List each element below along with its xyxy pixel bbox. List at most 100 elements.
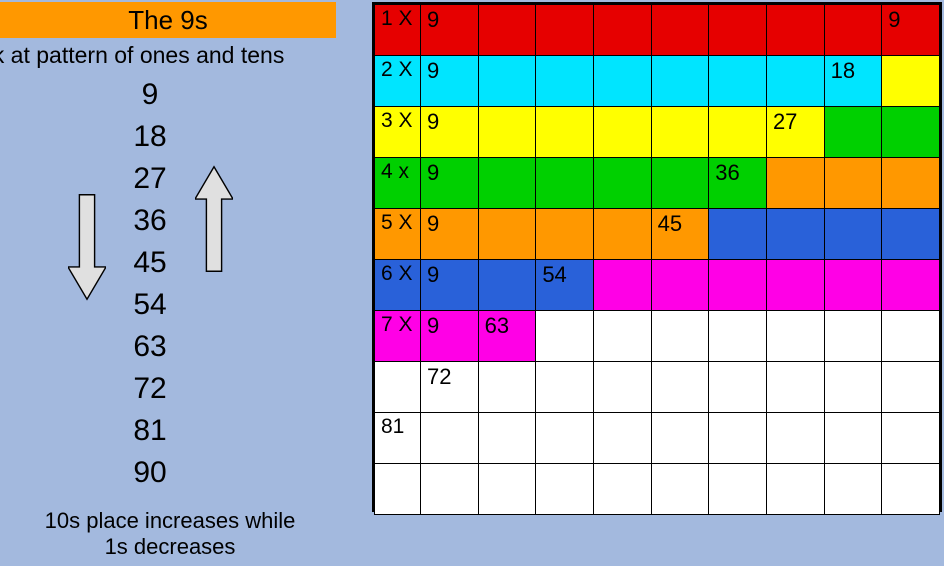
table-row: 5 X945 [375,209,940,260]
grid-cell: 9 [421,311,479,362]
grid-cell [882,107,940,158]
table-row: 6 X954 [375,260,940,311]
grid-cell [709,5,767,56]
grid-cell [824,362,882,413]
grid-cell [593,260,651,311]
grid-cell [709,209,767,260]
grid-cell [766,158,824,209]
footer-text: 10s place increases while 1s decreases [0,508,340,560]
grid-cell [478,107,536,158]
grid-cell: 7 X [375,311,421,362]
grid-cell [709,260,767,311]
grid-cell: 9 [421,56,479,107]
list-item: 54 [120,284,180,326]
grid-cell [709,311,767,362]
grid-cell [824,107,882,158]
title-banner: The 9s [0,2,336,38]
grid-cell: 63 [478,311,536,362]
grid-table: 1 X992 X9183 X9274 x9365 X9456 X9547 X96… [374,4,940,515]
grid-cell [478,56,536,107]
list-item: 81 [120,410,180,452]
grid-cell [824,209,882,260]
grid-cell: 36 [709,158,767,209]
list-item: 18 [120,116,180,158]
left-panel: The 9s ok at pattern of ones and tens 9 … [0,0,365,566]
list-item: 90 [120,452,180,494]
grid-cell: 2 X [375,56,421,107]
grid-cell [536,413,594,464]
grid-cell [824,5,882,56]
grid-cell: 81 [375,413,421,464]
grid-cell [882,209,940,260]
grid-cell [766,209,824,260]
table-row [375,464,940,515]
grid-cell [824,158,882,209]
grid-cell [536,158,594,209]
grid-cell [536,56,594,107]
grid-cell [766,311,824,362]
grid-cell: 9 [421,158,479,209]
table-row: 72 [375,362,940,413]
multiplication-grid: 1 X992 X9183 X9274 x9365 X9456 X9547 X96… [372,2,942,512]
grid-cell [709,107,767,158]
grid-cell [593,56,651,107]
grid-cell [651,158,709,209]
grid-cell: 4 x [375,158,421,209]
list-item: 72 [120,368,180,410]
grid-cell [375,362,421,413]
grid-cell [593,362,651,413]
grid-cell [766,260,824,311]
grid-cell [651,413,709,464]
grid-cell [766,56,824,107]
grid-cell [478,5,536,56]
grid-cell: 9 [421,107,479,158]
grid-cell [766,362,824,413]
grid-cell: 9 [882,5,940,56]
table-row: 1 X99 [375,5,940,56]
footer-line: 10s place increases while [0,508,340,534]
grid-cell: 6 X [375,260,421,311]
table-row: 4 x9 36 [375,158,940,209]
grid-cell [593,5,651,56]
grid-cell: 3 X [375,107,421,158]
grid-cell: 72 [421,362,479,413]
grid-cell: 9 [421,5,479,56]
list-item: 45 [120,242,180,284]
grid-cell [824,413,882,464]
grid-cell [651,260,709,311]
grid-cell [651,107,709,158]
grid-cell: 18 [824,56,882,107]
grid-cell [882,464,940,515]
grid-cell [593,464,651,515]
grid-cell [709,464,767,515]
table-row: 81 [375,413,940,464]
grid-cell [536,107,594,158]
grid-cell [882,413,940,464]
subtitle-text: ok at pattern of ones and tens [0,42,360,69]
grid-cell [536,5,594,56]
grid-cell [478,413,536,464]
table-row: 3 X927 [375,107,940,158]
list-item: 63 [120,326,180,368]
grid-cell: 5 X [375,209,421,260]
grid-cell [536,464,594,515]
footer-line: 1s decreases [0,534,340,560]
list-item: 36 [120,200,180,242]
grid-cell [651,362,709,413]
list-item: 27 [120,158,180,200]
arrow-up-icon [195,164,233,274]
grid-cell [882,260,940,311]
table-row: 2 X9 18 [375,56,940,107]
grid-cell [536,362,594,413]
grid-cell [766,413,824,464]
grid-cell [478,464,536,515]
grid-cell [593,107,651,158]
grid-cell [709,56,767,107]
grid-cell [882,158,940,209]
grid-cell [593,209,651,260]
grid-cell [478,260,536,311]
grid-cell [709,362,767,413]
grid-cell [536,209,594,260]
list-item: 9 [120,74,180,116]
grid-cell [824,311,882,362]
